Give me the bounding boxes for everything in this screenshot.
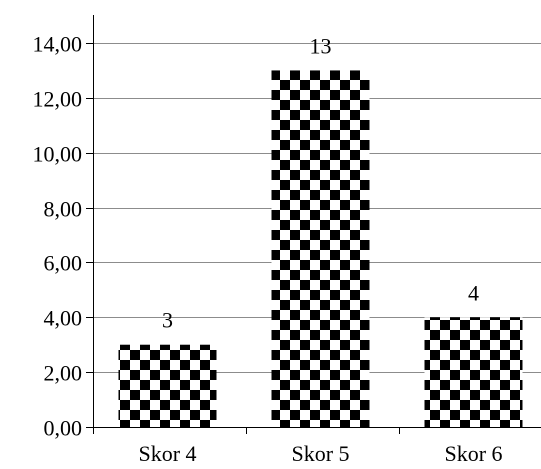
bars [118,70,523,427]
bar-skor-4 [118,344,217,427]
y-tick-label: 4,00 [44,306,83,331]
y-tick-label: 8,00 [44,197,83,222]
category-labels: Skor 4 Skor 5 Skor 6 [138,441,502,466]
y-tick-label: 0,00 [44,416,83,441]
y-tick-label: 12,00 [33,87,83,112]
bar-skor-6 [424,317,523,427]
x-category-label: Skor 5 [291,441,349,466]
data-labels: 3 13 4 [162,33,479,332]
y-tick-label: 10,00 [33,142,83,167]
y-tick-labels: 0,00 2,00 4,00 6,00 8,00 10,00 12,00 14,00 [33,32,83,441]
y-tick-label: 2,00 [44,361,83,386]
x-category-label: Skor 4 [138,441,196,466]
data-label: 13 [310,33,332,58]
x-category-label: Skor 6 [444,441,502,466]
data-label: 3 [162,308,173,333]
y-tick-label: 14,00 [33,32,83,57]
data-label: 4 [468,280,479,305]
y-tick-label: 6,00 [44,251,83,276]
bar-skor-5 [271,70,370,427]
axes [86,15,541,434]
